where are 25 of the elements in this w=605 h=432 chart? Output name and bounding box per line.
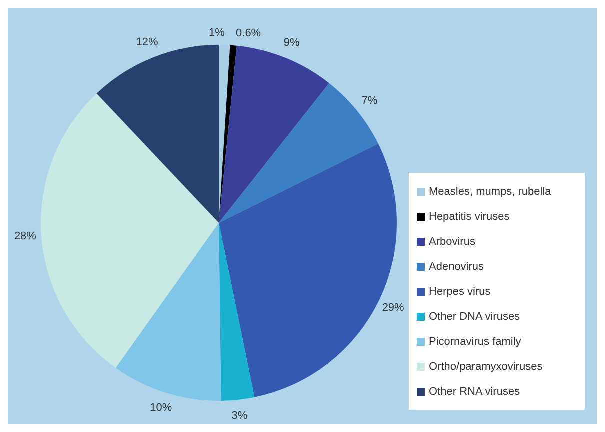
data-label: 1%	[209, 27, 226, 40]
pie-slice	[219, 223, 255, 401]
legend-label: Ortho/paramyxoviruses	[429, 360, 543, 372]
legend-label: Picornavirus family	[429, 336, 522, 348]
data-label: 12%	[136, 36, 159, 49]
data-label: 3%	[232, 410, 248, 422]
legend-label: Herpes virus	[429, 286, 491, 298]
legend-label: Other DNA viruses	[429, 310, 520, 322]
legend-label: Hepatitis viruses	[429, 210, 510, 222]
pie-slice	[219, 83, 378, 223]
pie-slice	[116, 223, 222, 401]
pie-slice	[219, 46, 330, 223]
data-label: 9%	[284, 37, 300, 50]
data-label: 10%	[150, 402, 172, 414]
pie-slice	[219, 45, 237, 223]
legend-label: Arbovirus	[429, 236, 476, 248]
data-label: 0.6%	[236, 28, 262, 40]
data-label: 28%	[14, 230, 37, 242]
legend-label: Adenovirus	[429, 260, 484, 272]
legend-label: Other RNA viruses	[429, 386, 520, 398]
legend-label: Measles, mumps, rubella	[429, 186, 552, 198]
data-label: 29%	[382, 302, 405, 314]
pie-slice	[41, 94, 219, 368]
pie-slice	[96, 45, 219, 223]
data-label: 7%	[362, 94, 378, 107]
